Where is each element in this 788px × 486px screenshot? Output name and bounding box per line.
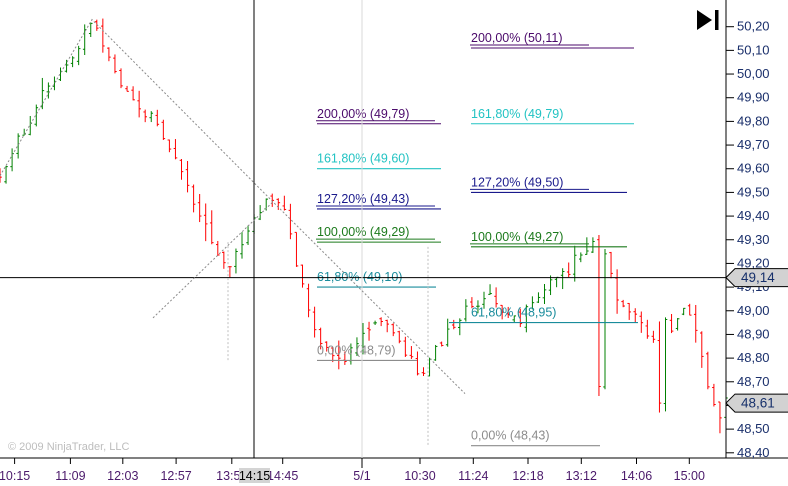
svg-text:14:06: 14:06 bbox=[621, 469, 652, 483]
svg-text:49,50: 49,50 bbox=[737, 184, 770, 199]
svg-text:161,80% (49,79): 161,80% (49,79) bbox=[471, 107, 563, 121]
svg-text:10:15: 10:15 bbox=[0, 469, 30, 483]
svg-text:13:12: 13:12 bbox=[566, 469, 597, 483]
svg-text:48,80: 48,80 bbox=[737, 350, 770, 365]
svg-text:48,40: 48,40 bbox=[737, 445, 770, 460]
svg-text:© 2009 NinjaTrader, LLC: © 2009 NinjaTrader, LLC bbox=[8, 441, 129, 453]
svg-text:12:57: 12:57 bbox=[160, 469, 191, 483]
svg-text:48,61: 48,61 bbox=[741, 396, 775, 411]
svg-text:127,20% (49,43): 127,20% (49,43) bbox=[317, 192, 409, 206]
svg-text:12:18: 12:18 bbox=[512, 469, 543, 483]
svg-text:61,80% (48,95): 61,80% (48,95) bbox=[471, 306, 556, 320]
svg-text:50,00: 50,00 bbox=[737, 66, 770, 81]
svg-text:48,90: 48,90 bbox=[737, 326, 770, 341]
svg-text:11:09: 11:09 bbox=[55, 469, 85, 483]
svg-text:49,60: 49,60 bbox=[737, 161, 770, 176]
svg-text:200,00% (49,79): 200,00% (49,79) bbox=[317, 107, 409, 121]
svg-text:14:15: 14:15 bbox=[239, 469, 270, 483]
svg-text:49,90: 49,90 bbox=[737, 90, 770, 105]
svg-text:49,40: 49,40 bbox=[737, 208, 770, 223]
svg-text:48,50: 48,50 bbox=[737, 421, 770, 436]
svg-text:0,00% (48,79): 0,00% (48,79) bbox=[317, 343, 396, 357]
svg-text:161,80% (49,60): 161,80% (49,60) bbox=[317, 152, 409, 166]
svg-text:49,70: 49,70 bbox=[737, 137, 770, 152]
svg-text:100,00% (49,27): 100,00% (49,27) bbox=[471, 230, 563, 244]
svg-text:48,70: 48,70 bbox=[737, 374, 770, 389]
svg-text:127,20% (49,50): 127,20% (49,50) bbox=[471, 175, 563, 189]
svg-text:50,10: 50,10 bbox=[737, 42, 770, 57]
svg-text:14:45: 14:45 bbox=[267, 469, 298, 483]
svg-text:12:03: 12:03 bbox=[107, 469, 138, 483]
svg-text:100,00% (49,29): 100,00% (49,29) bbox=[317, 225, 409, 239]
svg-text:49,00: 49,00 bbox=[737, 303, 770, 318]
svg-text:49,80: 49,80 bbox=[737, 113, 770, 128]
svg-text:0,00% (48,43): 0,00% (48,43) bbox=[471, 429, 550, 443]
svg-text:49,30: 49,30 bbox=[737, 232, 770, 247]
svg-text:10:30: 10:30 bbox=[404, 469, 435, 483]
svg-text:11:24: 11:24 bbox=[458, 469, 488, 483]
svg-text:49,14: 49,14 bbox=[741, 270, 775, 285]
svg-text:200,00% (50,11): 200,00% (50,11) bbox=[471, 31, 563, 45]
svg-text:5/1: 5/1 bbox=[353, 469, 370, 483]
svg-text:61,80% (49,10): 61,80% (49,10) bbox=[317, 270, 402, 284]
svg-text:15:00: 15:00 bbox=[674, 469, 705, 483]
svg-text:50,20: 50,20 bbox=[737, 19, 770, 34]
